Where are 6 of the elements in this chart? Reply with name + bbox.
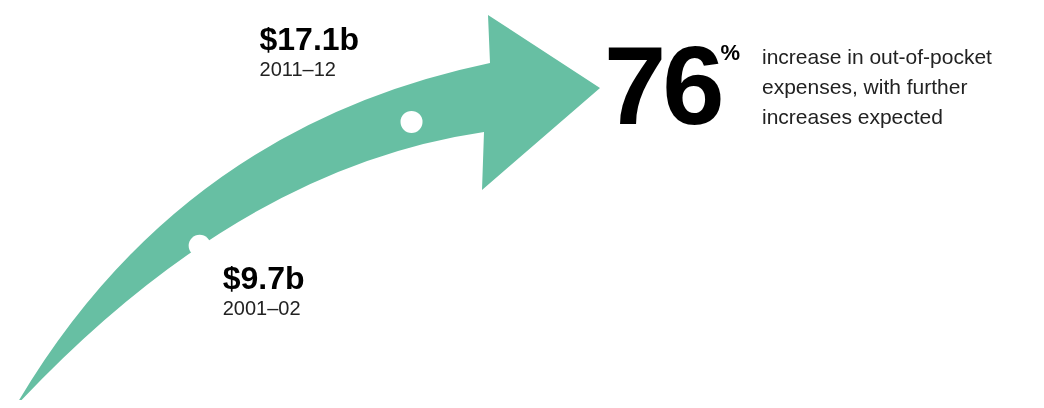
data-label: $17.1b — [259, 20, 360, 57]
category-label: 2001–02 — [222, 296, 302, 319]
text: increase in out-of-pocket expenses, with further increases expected — [762, 44, 993, 130]
text: 76% — [604, 23, 741, 148]
category-label: 2011–12 — [259, 57, 337, 80]
data-label: $9.7b — [222, 259, 305, 296]
